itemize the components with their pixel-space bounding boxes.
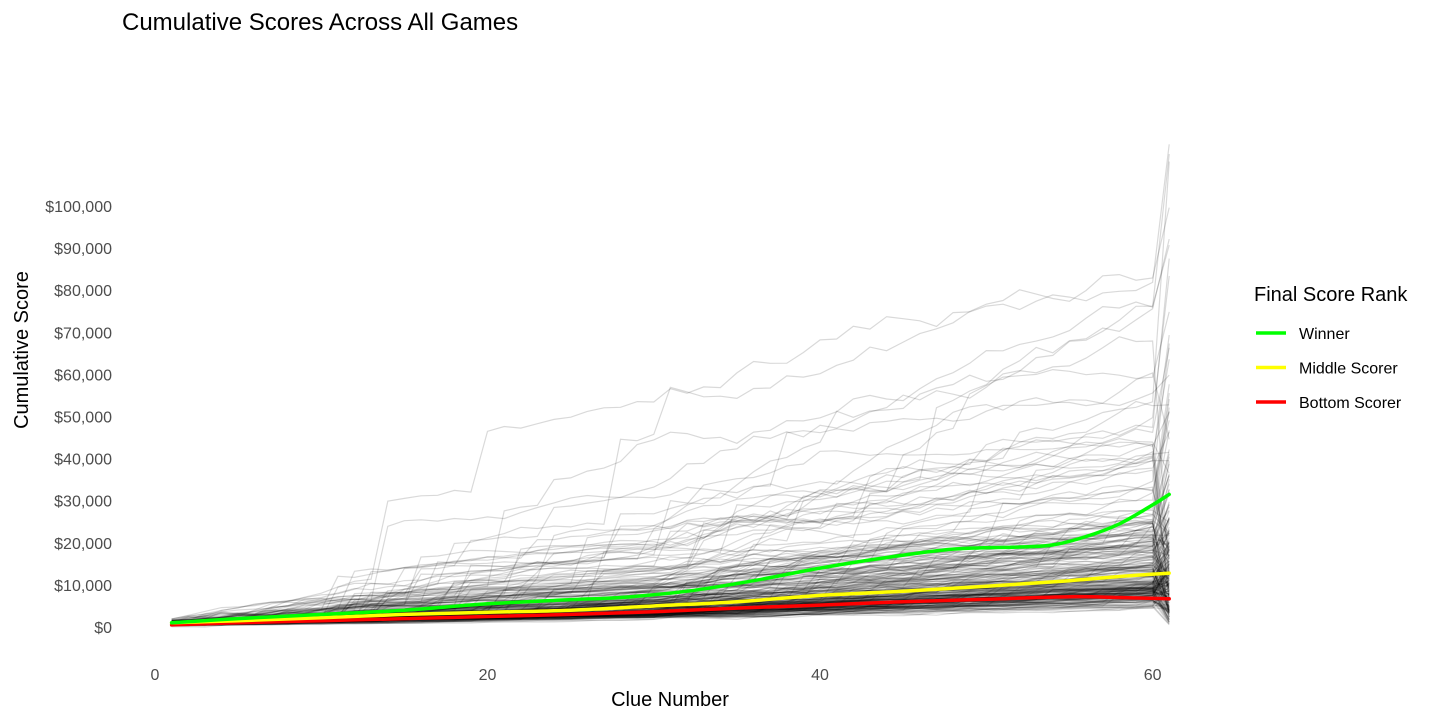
game-line [171, 487, 1170, 625]
legend: Final Score Rank Winner Middle Scorer Bott… [1254, 284, 1408, 412]
y-tick-label: $30,000 [54, 494, 112, 511]
game-line [171, 456, 1170, 623]
game-line [171, 384, 1170, 620]
y-tick-label: $70,000 [54, 325, 112, 342]
x-tick-label: 60 [1144, 667, 1162, 684]
legend-title: Final Score Rank [1254, 284, 1408, 306]
game-line [171, 343, 1170, 625]
game-line [171, 574, 1170, 627]
y-axis-title: Cumulative Score [11, 271, 33, 429]
game-line [171, 244, 1170, 627]
x-tick-label: 0 [151, 667, 160, 684]
game-line [171, 372, 1170, 622]
series-lines [169, 492, 1171, 627]
y-tick-label: $100,000 [45, 199, 112, 216]
game-line [171, 442, 1170, 624]
y-tick-label: $60,000 [54, 367, 112, 384]
game-line [171, 335, 1170, 622]
series-line-bottom-scorer [169, 594, 1171, 627]
game-line [171, 374, 1170, 621]
series-line-middle-scorer [169, 571, 1171, 625]
game-line [171, 587, 1170, 626]
game-line [171, 453, 1170, 622]
game-line [171, 207, 1170, 624]
game-line [171, 533, 1170, 623]
game-line [171, 450, 1170, 626]
game-line [171, 516, 1170, 625]
game-line [171, 459, 1170, 622]
game-line [171, 411, 1170, 625]
game-line [171, 359, 1170, 623]
game-line [171, 347, 1170, 620]
game-line [171, 430, 1170, 626]
y-tick-label: $80,000 [54, 283, 112, 300]
game-line [171, 258, 1170, 620]
game-line [171, 563, 1170, 626]
x-tick-label: 40 [811, 667, 829, 684]
game-line [171, 336, 1170, 628]
game-line [171, 584, 1170, 626]
x-tick-label: 20 [479, 667, 497, 684]
y-tick-label: $10,000 [54, 578, 112, 595]
game-line [171, 586, 1170, 626]
game-line [171, 238, 1170, 622]
game-line [171, 161, 1170, 626]
series-line-winner [169, 492, 1171, 625]
y-tick-label: $90,000 [54, 241, 112, 258]
game-line [171, 534, 1170, 626]
game-line [171, 521, 1170, 625]
game-line [171, 455, 1170, 624]
x-axis-title: Clue Number [611, 689, 729, 711]
chart-title: Cumulative Scores Across All Games [122, 9, 518, 36]
game-line [171, 311, 1170, 622]
game-line [171, 275, 1170, 621]
game-line [171, 563, 1170, 622]
game-line [171, 604, 1170, 626]
game-line [171, 437, 1170, 623]
game-line [171, 144, 1170, 625]
y-tick-label: $50,000 [54, 410, 112, 427]
x-axis-ticks: 0 20 40 60 [151, 667, 1162, 684]
y-axis-ticks: $0 $10,000 $20,000 $30,000 $40,000 $50,000 $60… [45, 199, 112, 637]
y-tick-label: $40,000 [54, 452, 112, 469]
game-line [171, 606, 1170, 626]
game-line [171, 411, 1170, 625]
game-line [171, 400, 1170, 621]
game-line [171, 451, 1170, 623]
game-line [171, 582, 1170, 626]
legend-entry: Bottom Scorer [1299, 395, 1402, 412]
legend-entry: Winner [1299, 326, 1350, 343]
background-game-lines [171, 144, 1170, 628]
y-tick-label: $20,000 [54, 536, 112, 553]
game-line [171, 431, 1170, 622]
game-line [171, 469, 1170, 621]
legend-entry: Middle Scorer [1299, 361, 1398, 378]
game-line [171, 443, 1170, 625]
game-line [171, 420, 1170, 624]
game-line [171, 153, 1170, 624]
y-tick-label: $0 [94, 620, 112, 637]
